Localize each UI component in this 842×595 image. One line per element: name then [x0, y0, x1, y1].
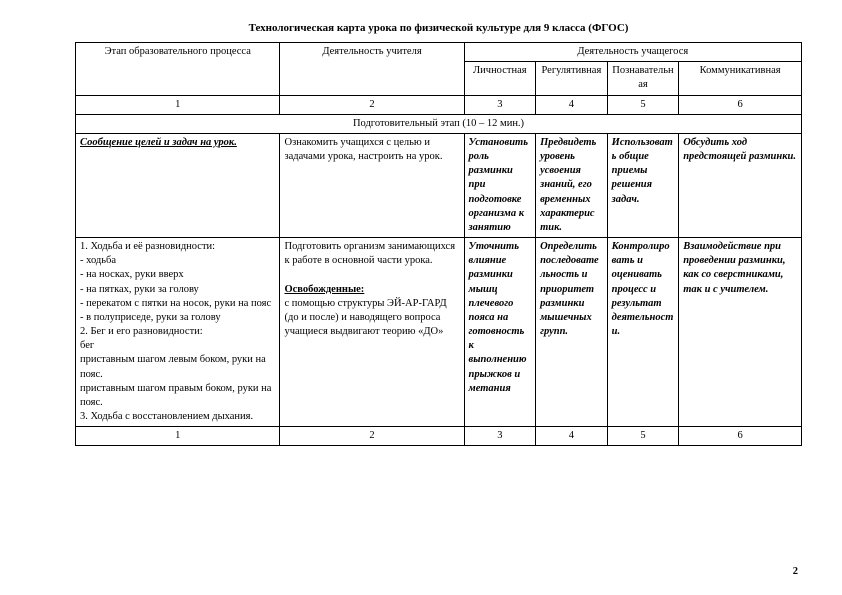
r1-personal: Установить роль разминки при подготовке …: [464, 133, 536, 237]
bnum-5: 5: [607, 427, 679, 446]
r2-cognitive: Контролировать и оценивать процесс и рез…: [607, 238, 679, 427]
document-page: Технологическая карта урока по физическо…: [0, 0, 842, 446]
r2-process-l7: бег: [80, 340, 94, 351]
stage-row: Подготовительный этап (10 – 12 мин.): [76, 114, 802, 133]
r2-process-l8: приставным шагом левым боком, руки на по…: [80, 354, 266, 379]
bnum-4: 4: [536, 427, 608, 446]
table-number-row-bottom: 1 2 3 4 5 6: [76, 427, 802, 446]
table-number-row: 1 2 3 4 5 6: [76, 95, 802, 114]
subheader-regulatory: Регулятивная: [536, 62, 608, 95]
page-number: 2: [793, 566, 798, 577]
r1-process: Сообщение целей и задач на урок.: [76, 133, 280, 237]
stage-label: Подготовительный этап (10 – 12 мин.): [76, 114, 802, 133]
num-4: 4: [536, 95, 608, 114]
r2-process-l0: 1. Ходьба и её разновидности:: [80, 241, 215, 252]
num-6: 6: [679, 95, 802, 114]
r2-regulatory: Определить последовательность и приорите…: [536, 238, 608, 427]
r2-process-l3: - на пятках, руки за голову: [80, 284, 199, 295]
r1-cognitive: Использовать общие приемы решения задач.: [607, 133, 679, 237]
content-row-2: 1. Ходьба и её разновидности: - ходьба -…: [76, 238, 802, 427]
r2-teacher: Подготовить организм занимающихся к рабо…: [280, 238, 464, 427]
bnum-6: 6: [679, 427, 802, 446]
r2-process-l4: - перекатом с пятки на носок, руки на по…: [80, 298, 271, 309]
r1-process-text: Сообщение целей и задач на урок.: [80, 137, 237, 148]
r1-communicative: Обсудить ход предстоящей разминки.: [679, 133, 802, 237]
r2-teacher-p1: Подготовить организм занимающихся к рабо…: [284, 241, 455, 266]
r2-personal: Уточнить влияние разминки мышц плечевого…: [464, 238, 536, 427]
r2-process-l2: - на носках, руки вверх: [80, 269, 184, 280]
header-process: Этап образовательного процесса: [76, 43, 280, 96]
document-title: Технологическая карта урока по физическо…: [75, 22, 802, 34]
bnum-3: 3: [464, 427, 536, 446]
r2-process-l5: - в полуприседе, руки за голову: [80, 312, 221, 323]
bnum-1: 1: [76, 427, 280, 446]
r2-teacher-hdr: Освобожденные:: [284, 284, 364, 295]
subheader-communicative: Коммуникативная: [679, 62, 802, 95]
r2-process-l1: - ходьба: [80, 255, 116, 266]
r1-regulatory: Предвидеть уровень усвоения знаний, его …: [536, 133, 608, 237]
num-3: 3: [464, 95, 536, 114]
lesson-plan-table: Этап образовательного процесса Деятельно…: [75, 42, 802, 446]
r2-teacher-p2: с помощью структуры ЭЙ-АР-ГАРД (до и пос…: [284, 298, 446, 337]
bnum-2: 2: [280, 427, 464, 446]
r2-process-l10: 3. Ходьба с восстановлением дыхания.: [80, 411, 253, 422]
num-5: 5: [607, 95, 679, 114]
r1-teacher: Ознакомить учащихся с целью и задачами у…: [280, 133, 464, 237]
header-teacher: Деятельность учителя: [280, 43, 464, 96]
header-student-group: Деятельность учащегося: [464, 43, 801, 62]
r2-communicative: Взаимодействие при проведении разминки, …: [679, 238, 802, 427]
r2-process-l6: 2. Бег и его разновидности:: [80, 326, 203, 337]
content-row-1: Сообщение целей и задач на урок. Ознаком…: [76, 133, 802, 237]
num-2: 2: [280, 95, 464, 114]
r2-process-l9: приставным шагом правым боком, руки на п…: [80, 383, 271, 408]
r2-process: 1. Ходьба и её разновидности: - ходьба -…: [76, 238, 280, 427]
subheader-cognitive: Познавательная: [607, 62, 679, 95]
table-header-row: Этап образовательного процесса Деятельно…: [76, 43, 802, 62]
num-1: 1: [76, 95, 280, 114]
subheader-personal: Личностная: [464, 62, 536, 95]
